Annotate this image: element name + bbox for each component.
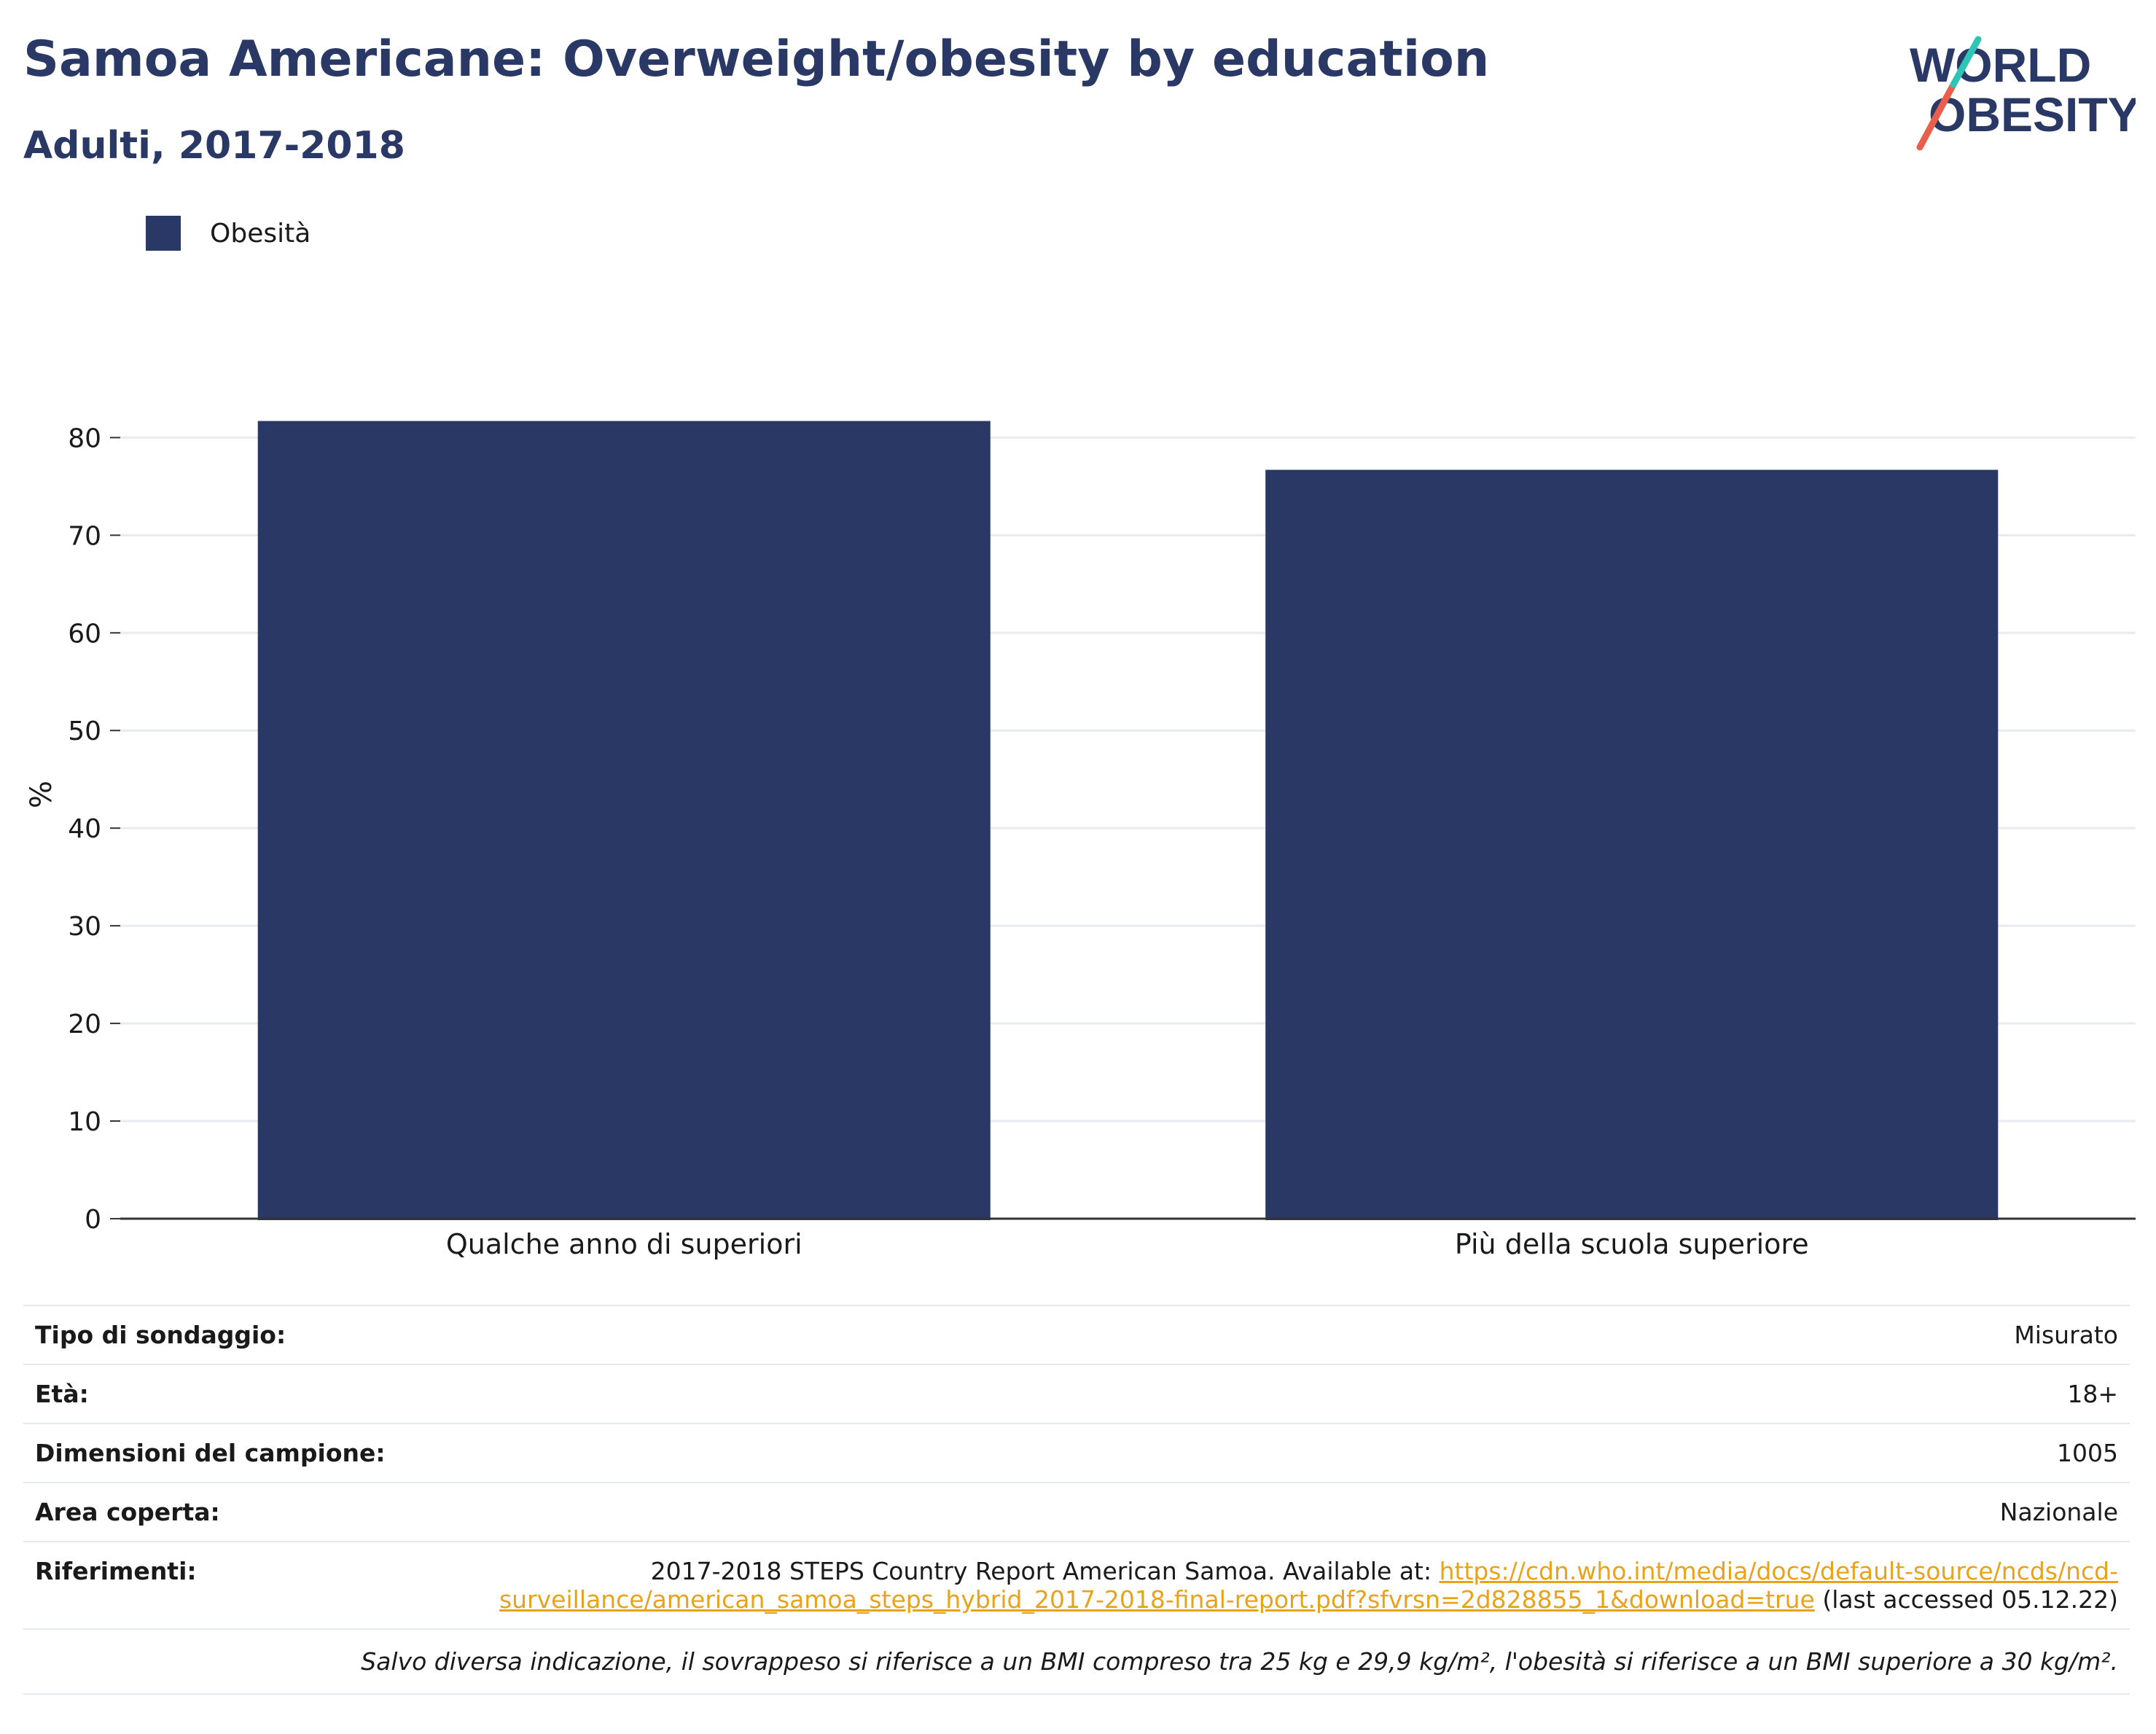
logo-slash-teal	[1950, 36, 1982, 88]
x-tick-label: Qualche anno di superiori	[446, 1228, 802, 1260]
bar	[257, 421, 991, 1220]
details-table: Tipo di sondaggio: Misurato Età: 18+ Dim…	[23, 1305, 2130, 1695]
footnote: Salvo diversa indicazione, il sovrappeso…	[23, 1628, 2130, 1695]
y-axis-label: %	[25, 781, 58, 808]
y-tick-label: 0	[85, 1205, 101, 1235]
detail-label: Tipo di sondaggio:	[23, 1305, 484, 1364]
detail-label: Area coperta:	[23, 1482, 484, 1542]
reference-value: 2017-2018 STEPS Country Report American …	[484, 1541, 2130, 1629]
reference-prefix: 2017-2018 STEPS Country Report American …	[650, 1557, 1440, 1585]
detail-label: Dimensioni del campione:	[23, 1423, 484, 1483]
x-tick-label: Più della scuola superiore	[1455, 1228, 1809, 1260]
y-tick-label: 20	[68, 1009, 101, 1039]
bar	[1265, 469, 1999, 1221]
table-row: Riferimenti: 2017-2018 STEPS Country Rep…	[23, 1541, 2130, 1629]
detail-value: Nazionale	[484, 1482, 2130, 1542]
y-tick-label: 60	[68, 619, 101, 649]
logo-line2: OBESITY	[1929, 87, 2136, 141]
detail-value: Misurato	[484, 1305, 2130, 1364]
y-tick-label: 40	[68, 814, 101, 844]
table-row: Dimensioni del campione: 1005	[23, 1423, 2130, 1483]
detail-label: Età:	[23, 1364, 484, 1423]
table-row: Età: 18+	[23, 1364, 2130, 1423]
chart-title: Samoa Americane: Overweight/obesity by e…	[23, 31, 1490, 88]
logo-slash-coral	[1916, 81, 1957, 151]
table-row: Area coperta: Nazionale	[23, 1482, 2130, 1542]
legend-label: Obesità	[210, 218, 311, 249]
chart-subtitle: Adulti, 2017-2018	[23, 124, 405, 168]
reference-link[interactable]: https://cdn.who.int/media/docs/default-s…	[499, 1557, 2118, 1614]
detail-label: Riferimenti:	[23, 1541, 484, 1629]
reference-suffix: (last accessed 05.12.22)	[1814, 1585, 2118, 1614]
detail-value: 18+	[484, 1364, 2130, 1423]
y-tick-label: 10	[68, 1107, 101, 1137]
legend: Obesità	[146, 216, 310, 251]
detail-value: 1005	[484, 1423, 2130, 1483]
legend-swatch	[146, 216, 181, 251]
table-row: Salvo diversa indicazione, il sovrappeso…	[23, 1628, 2130, 1695]
table-row: Tipo di sondaggio: Misurato	[23, 1305, 2130, 1364]
y-tick-label: 70	[68, 521, 101, 551]
y-tick-label: 50	[68, 716, 101, 746]
y-tick-label: 30	[68, 912, 101, 942]
y-tick-label: 80	[68, 423, 101, 453]
logo-line1: WORLD	[1910, 38, 2091, 92]
world-obesity-logo: WORLD OBESITY	[1910, 36, 2136, 151]
bar-chart: 0 10 20 30 40 50 60 70 80% Qualche anno di superi…	[25, 421, 2136, 1260]
